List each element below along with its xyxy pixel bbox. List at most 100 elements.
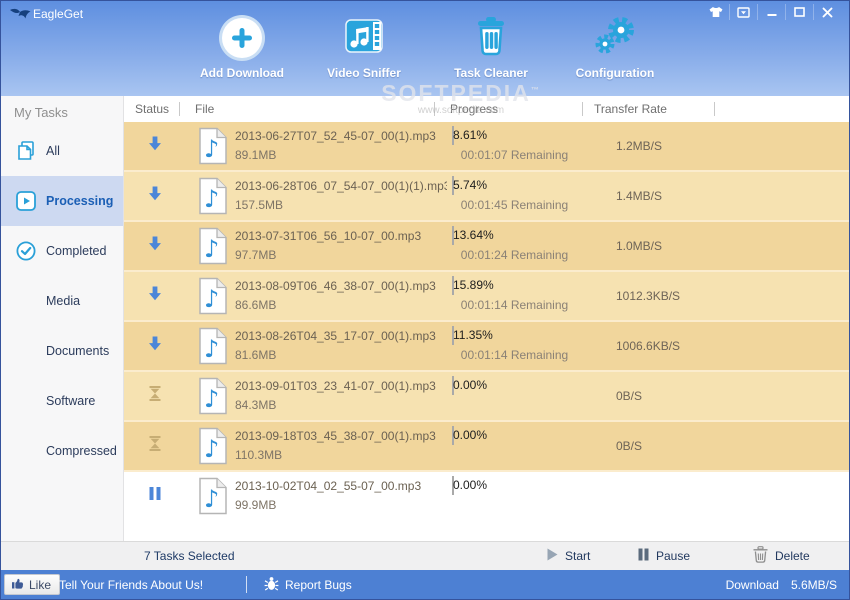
toolbar-item-label: Add Download — [200, 66, 284, 80]
sidebar-item-completed[interactable]: Completed — [1, 226, 123, 276]
sidebar-item-software[interactable]: Software — [1, 376, 123, 426]
transfer-rate: 1.2MB/S — [616, 139, 663, 153]
eagle-logo-icon — [9, 6, 31, 25]
column-header-file[interactable]: File — [195, 102, 215, 116]
file-size: 99.9MB — [235, 498, 277, 512]
sidebar-item-label: Documents — [46, 344, 110, 358]
time-remaining: 00:01:45 Remaining — [460, 198, 569, 212]
file-name: 2013-09-01T03_23_41-07_00(1).mp3 — [235, 379, 436, 393]
file-name: 2013-08-26T04_35_17-07_00(1).mp3 — [235, 329, 436, 343]
progress-bar: 0.00% — [452, 426, 577, 445]
downloading-arrow-icon — [147, 136, 163, 156]
hourglass-icon — [148, 436, 162, 456]
sidebar-item-processing[interactable]: Processing — [1, 176, 123, 226]
like-button[interactable]: Like — [4, 574, 61, 595]
music-file-icon: ♪ — [198, 327, 228, 369]
task-list: Status File Progress Transfer Rate ♪ 2013-0… — [124, 96, 849, 542]
table-row[interactable]: ♪ 2013-09-01T03_23_41-07_00(1).mp3 84.3M… — [124, 372, 849, 422]
table-row[interactable]: ♪ 2013-09-18T03_45_38-07_00(1).mp3 110.3… — [124, 422, 849, 472]
sidebar-item-compressed[interactable]: Compressed — [1, 426, 123, 476]
status-cell — [141, 186, 169, 207]
check-icon — [14, 239, 38, 263]
selection-count: 7 Tasks Selected — [144, 549, 235, 563]
toolbar-task-cleaner[interactable]: Task Cleaner — [426, 13, 556, 80]
trash-icon — [753, 546, 768, 566]
status-cell — [141, 487, 169, 506]
toolbar-configuration[interactable]: Configuration — [550, 13, 680, 80]
close-icon[interactable] — [813, 4, 841, 20]
transfer-rate: 1.4MB/S — [616, 189, 663, 203]
transfer-rate: 0B/S — [616, 389, 643, 403]
titlebar-and-toolbar: EagleGet Add Download Video Sniffer — [1, 1, 849, 97]
progress-bar: 0.00% — [452, 376, 577, 395]
progress-bar: 0.00% — [452, 476, 577, 495]
file-size: 86.6MB — [235, 298, 277, 312]
column-header-transfer-rate[interactable]: Transfer Rate — [594, 102, 667, 116]
add-download-icon — [222, 18, 262, 58]
transfer-rate: 1.0MB/S — [616, 239, 663, 253]
download-rate-value: 5.6MB/S — [790, 578, 837, 592]
svg-text:♪: ♪ — [204, 435, 219, 463]
play-icon — [14, 189, 38, 213]
column-header-status[interactable]: Status — [135, 102, 170, 116]
svg-text:♪: ♪ — [204, 335, 219, 363]
transfer-rate: 1012.3KB/S — [616, 289, 681, 303]
transfer-rate: 1006.6KB/S — [616, 339, 681, 353]
music-file-icon: ♪ — [198, 177, 228, 219]
toolbar-video-sniffer[interactable]: Video Sniffer — [299, 13, 429, 80]
sidebar-item-all[interactable]: All — [1, 126, 123, 176]
pause-bars-icon — [149, 487, 161, 505]
table-row[interactable]: ♪ 2013-08-26T04_35_17-07_00(1).mp3 81.6M… — [124, 322, 849, 372]
status-cell — [141, 436, 169, 457]
app-title: EagleGet — [33, 7, 84, 21]
menu-icon[interactable] — [729, 4, 757, 20]
thumbs-up-icon — [11, 576, 25, 593]
file-size: 89.1MB — [235, 148, 277, 162]
sidebar-item-label: Completed — [46, 244, 107, 258]
column-header-progress[interactable]: Progress — [450, 102, 499, 116]
window-controls — [702, 4, 841, 20]
minimize-icon[interactable] — [757, 4, 785, 20]
table-row[interactable]: ♪ 2013-06-28T06_07_54-07_00(1)(1).mp3 15… — [124, 172, 849, 222]
titlebar[interactable]: EagleGet — [1, 1, 849, 23]
start-button[interactable]: Start — [547, 542, 590, 570]
downloading-arrow-icon — [147, 186, 163, 206]
time-remaining: 00:01:07 Remaining — [460, 148, 569, 162]
status-cell — [141, 386, 169, 407]
progress-bar: 11.35% — [452, 326, 577, 345]
tell-friends-text[interactable]: Tell Your Friends About Us! — [59, 578, 204, 592]
toolbar-add-download[interactable]: Add Download — [177, 13, 307, 80]
table-row[interactable]: ♪ 2013-07-31T06_56_10-07_00.mp3 97.7MB 1… — [124, 222, 849, 272]
music-file-icon: ♪ — [198, 477, 228, 519]
maximize-icon[interactable] — [785, 4, 813, 20]
pause-button[interactable]: Pause — [638, 542, 690, 570]
task-cleaner-icon — [472, 15, 510, 62]
progress-bar: 8.61% — [452, 126, 577, 145]
time-remaining: 00:01:14 Remaining — [460, 348, 569, 362]
sidebar-list: All Processing Completed Media Documents… — [1, 126, 123, 476]
hourglass-icon — [148, 386, 162, 406]
status-cell — [141, 136, 169, 157]
report-bugs-button[interactable]: Report Bugs — [264, 574, 352, 595]
sidebar-item-media[interactable]: Media — [1, 276, 123, 326]
sidebar-item-documents[interactable]: Documents — [1, 326, 123, 376]
file-name: 2013-08-09T06_46_38-07_00(1).mp3 — [235, 279, 436, 293]
table-row[interactable]: ♪ 2013-08-09T06_46_38-07_00(1).mp3 86.6M… — [124, 272, 849, 322]
file-size: 110.3MB — [235, 448, 283, 462]
skin-icon[interactable] — [702, 4, 729, 20]
status-cell — [141, 336, 169, 357]
column-separator — [434, 102, 435, 116]
delete-button[interactable]: Delete — [753, 542, 810, 570]
time-remaining: 00:01:14 Remaining — [460, 298, 569, 312]
file-name: 2013-10-02T04_02_55-07_00.mp3 — [235, 479, 422, 493]
configuration-icon — [592, 15, 638, 62]
downloading-arrow-icon — [147, 236, 163, 256]
svg-text:♪: ♪ — [204, 135, 219, 163]
sidebar: My Tasks All Processing Completed Media … — [1, 96, 124, 542]
table-row[interactable]: ♪ 2013-06-27T07_52_45-07_00(1).mp3 89.1M… — [124, 122, 849, 172]
table-header: Status File Progress Transfer Rate — [124, 96, 849, 122]
table-row[interactable]: ♪ 2013-10-02T04_02_55-07_00.mp3 99.9MB 0… — [124, 472, 849, 522]
download-rate-indicator: Download 5.6MB/S — [726, 578, 837, 592]
column-separator — [714, 102, 715, 116]
svg-text:♪: ♪ — [204, 285, 219, 313]
